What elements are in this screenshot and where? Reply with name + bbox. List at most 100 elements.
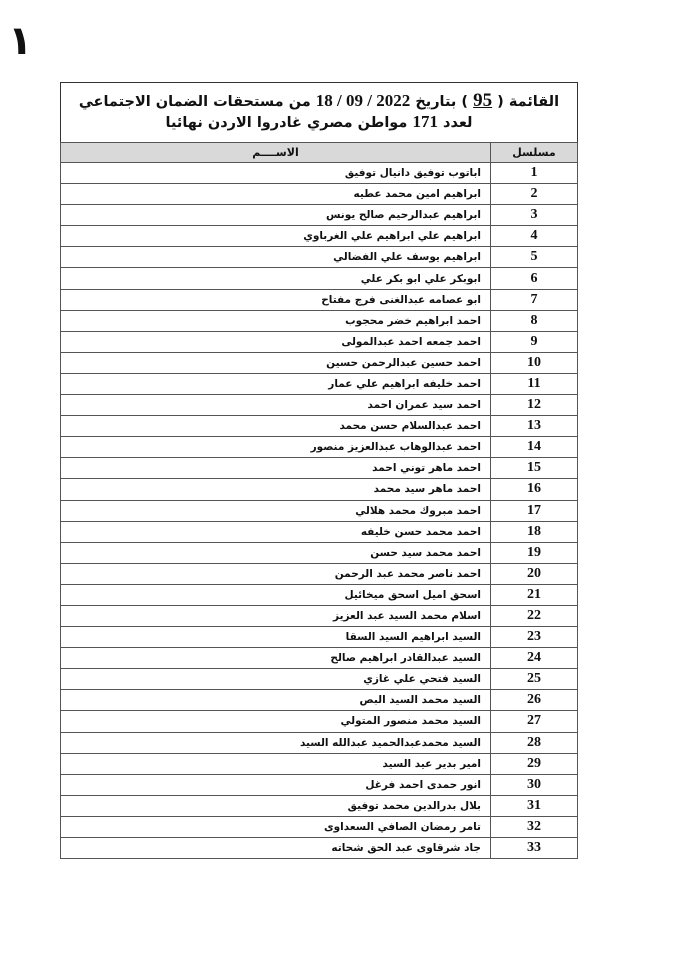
row-name: انور حمدى احمد فرغل [60, 773, 491, 796]
row-serial: 31 [490, 794, 578, 817]
table-row: 19 احمد محمد سيد حسن [60, 541, 578, 564]
row-serial: 6 [490, 267, 578, 290]
row-serial: 25 [490, 668, 578, 691]
row-serial: 10 [490, 351, 578, 374]
table-row: 18 احمد محمد حسن خليفه [60, 520, 578, 543]
row-serial: 21 [490, 583, 578, 606]
table-row: 9 احمد جمعه احمد عبدالمولى [60, 330, 578, 353]
table-row: 14 احمد عبدالوهاب عبدالعزيز منصور [60, 436, 578, 459]
row-serial: 13 [490, 415, 578, 438]
row-name: بلال بدرالدين محمد توفيق [60, 794, 491, 817]
row-name: السيد فتحي علي غازي [60, 668, 491, 691]
row-serial: 1 [490, 161, 578, 185]
table-row: 3 ابراهيم عبدالرحيم صالح يونس [60, 204, 578, 227]
row-serial: 9 [490, 330, 578, 353]
row-name: امير بدير عيد السيد [60, 752, 491, 775]
table-row: 26 السيد محمد السيد البص [60, 689, 578, 712]
title-suffix: من مستحقات الضمان الاجتماعي [78, 94, 311, 110]
list-date: 18 / 09 / 2022 [315, 91, 411, 110]
table-row: 33 جاد شرقاوى عبد الحق شحاته [60, 836, 578, 860]
row-serial: 22 [490, 604, 578, 628]
row-name: تامر رمضان الصافي السعداوى [60, 815, 491, 839]
table-row: 29 امير بدير عيد السيد [60, 752, 578, 775]
row-serial: 32 [490, 815, 578, 839]
row-name: ابراهيم عبدالرحيم صالح يونس [60, 204, 491, 227]
table-row: 8 احمد ابراهيم خضر محجوب [60, 309, 578, 332]
header-name: الاســــم [60, 142, 491, 163]
row-serial: 8 [490, 309, 578, 332]
row-serial: 11 [490, 372, 578, 396]
row-name: ابراهيم يوسف علي الفضالي [60, 246, 491, 269]
table-row: 25 السيد فتحي علي غازي [60, 668, 578, 691]
row-name: جاد شرقاوى عبد الحق شحاته [60, 836, 491, 860]
table-row: 32 تامر رمضان الصافي السعداوى [60, 815, 578, 839]
row-name: احمد ماهر سيد محمد [60, 478, 491, 501]
row-serial: 27 [490, 710, 578, 733]
table-header-row: مسلسل الاســــم [60, 142, 578, 163]
title-mid: ) بتاريخ [415, 94, 469, 110]
row-name: احمد محمد حسن خليفه [60, 520, 491, 543]
row-serial: 26 [490, 689, 578, 712]
count-prefix: لعدد [443, 115, 473, 131]
table-row: 6 ابوبكر علي ابو بكر علي [60, 267, 578, 290]
row-serial: 3 [490, 204, 578, 227]
table-row: 20 احمد ناصر محمد عبد الرحمن [60, 562, 578, 585]
row-name: اسلام محمد السيد عبد العزيز [60, 604, 491, 628]
table-row: 2 ابراهيم امين محمد عطيه [60, 183, 578, 206]
row-serial: 2 [490, 183, 578, 206]
table-row: 21 اسحق اميل اسحق ميخائيل [60, 583, 578, 606]
row-name: السيد محمد السيد البص [60, 689, 491, 712]
table-row: 24 السيد عبدالقادر ابراهيم صالح [60, 647, 578, 670]
title-line-1: القائمة ( 95 ) بتاريخ 18 / 09 / 2022 من … [61, 91, 577, 112]
row-serial: 4 [490, 225, 578, 248]
row-name: ابراهيم علي ابراهيم علي الغرباوي [60, 225, 491, 248]
row-serial: 12 [490, 394, 578, 417]
title-prefix: القائمة ( [497, 94, 560, 110]
table-row: 5 ابراهيم يوسف علي الفضالي [60, 246, 578, 269]
table-row: 30 انور حمدى احمد فرغل [60, 773, 578, 796]
row-name: احمد ابراهيم خضر محجوب [60, 309, 491, 332]
row-serial: 14 [490, 436, 578, 459]
row-name: احمد حسين عبدالرحمن حسين [60, 351, 491, 374]
names-table: مسلسل الاســــم 1 اباتوب توفيق دانيال توف… [60, 142, 578, 860]
row-name: السيد عبدالقادر ابراهيم صالح [60, 647, 491, 670]
table-row: 16 احمد ماهر سيد محمد [60, 478, 578, 501]
table-row: 23 السيد ابراهيم السيد السقا [60, 626, 578, 649]
row-name: احمد عبدالوهاب عبدالعزيز منصور [60, 436, 491, 459]
row-serial: 18 [490, 520, 578, 543]
row-name: احمد سيد عمران احمد [60, 394, 491, 417]
table-row: 4 ابراهيم علي ابراهيم علي الغرباوي [60, 225, 578, 248]
row-serial: 19 [490, 541, 578, 564]
row-name: السيد محمدعبدالحميد عبدالله السيد [60, 731, 491, 754]
row-name: احمد خليفه ابراهيم علي عمار [60, 372, 491, 396]
row-name: السيد محمد منصور المتولي [60, 710, 491, 733]
header-serial: مسلسل [490, 142, 578, 163]
table-row: 17 احمد مبروك محمد هلالي [60, 499, 578, 522]
row-name: احمد مبروك محمد هلالي [60, 499, 491, 522]
count-suffix: مواطن مصري غادروا الاردن نهائيا [165, 115, 408, 131]
list-number: 95 [473, 90, 493, 111]
row-serial: 16 [490, 478, 578, 501]
row-serial: 23 [490, 626, 578, 649]
row-serial: 20 [490, 562, 578, 585]
row-serial: 29 [490, 752, 578, 775]
row-name: احمد عبدالسلام حسن محمد [60, 415, 491, 438]
page-number: ١ [8, 18, 33, 64]
row-serial: 5 [490, 246, 578, 269]
table-row: 15 احمد ماهر توني احمد [60, 457, 578, 480]
row-serial: 24 [490, 647, 578, 670]
row-name: احمد ماهر توني احمد [60, 457, 491, 480]
table-row: 7 ابو عصامه عبدالغنى فرج مفتاح [60, 288, 578, 311]
row-name: ابراهيم امين محمد عطيه [60, 183, 491, 206]
row-serial: 28 [490, 731, 578, 754]
citizen-count: 171 [412, 112, 438, 131]
row-name: اباتوب توفيق دانيال توفيق [60, 161, 491, 185]
row-name: ابوبكر علي ابو بكر علي [60, 267, 491, 290]
table-row: 12 احمد سيد عمران احمد [60, 394, 578, 417]
document-title: القائمة ( 95 ) بتاريخ 18 / 09 / 2022 من … [60, 82, 578, 142]
row-name: ابو عصامه عبدالغنى فرج مفتاح [60, 288, 491, 311]
row-name: اسحق اميل اسحق ميخائيل [60, 583, 491, 606]
row-serial: 30 [490, 773, 578, 796]
row-name: احمد محمد سيد حسن [60, 541, 491, 564]
table-row: 27 السيد محمد منصور المتولي [60, 710, 578, 733]
